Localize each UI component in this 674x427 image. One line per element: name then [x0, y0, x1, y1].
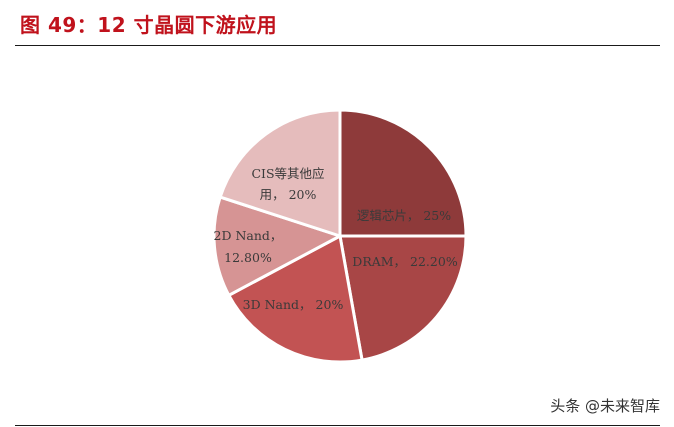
slice-label-logic: 逻辑芯片， 25%: [357, 208, 451, 223]
slice-label-cis-line2: 用， 20%: [260, 187, 317, 202]
pie-slice-dram: [338, 234, 468, 362]
figure-title: 图 49：12 寸晶圆下游应用: [20, 13, 278, 37]
source-watermark: 头条 @未来智库: [550, 397, 660, 415]
pie-slice-3d-nand: [227, 234, 364, 364]
pie-slice-2d-nand: [212, 195, 342, 297]
pie-slice-: [338, 108, 468, 238]
slice-label-2d-nand-line2: 12.80%: [224, 250, 272, 265]
slice-label-3d-nand: 3D Nand， 20%: [243, 297, 344, 312]
slice-label-cis-line1: CIS等其他应: [251, 166, 324, 181]
bottom-divider: [15, 425, 660, 426]
pie-slices: [212, 108, 468, 364]
pie-slice-cis: [218, 108, 342, 238]
slice-label-dram: DRAM， 22.20%: [352, 254, 458, 269]
slice-label-2d-nand-line1: 2D Nand，: [214, 228, 283, 243]
title-divider: [15, 45, 660, 46]
